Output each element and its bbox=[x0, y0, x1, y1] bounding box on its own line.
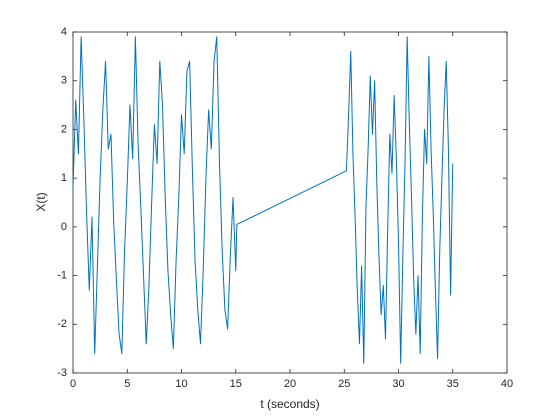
x-tick-label: 0 bbox=[70, 378, 76, 390]
x-tick-label: 10 bbox=[175, 378, 187, 390]
y-tick-label: -3 bbox=[57, 367, 67, 379]
y-tick-label: 0 bbox=[61, 221, 67, 233]
x-axis-label: t (seconds) bbox=[260, 397, 319, 411]
x-tick-label: 25 bbox=[338, 378, 350, 390]
x-tick-label: 20 bbox=[284, 378, 296, 390]
x-tick-label: 30 bbox=[392, 378, 404, 390]
plot-box bbox=[72, 31, 508, 374]
y-axis-label: X(t) bbox=[34, 192, 48, 211]
y-tick-label: 4 bbox=[61, 26, 67, 38]
data-line bbox=[72, 36, 454, 364]
x-tick-label: 40 bbox=[501, 378, 513, 390]
y-tick-label: -1 bbox=[57, 269, 67, 281]
y-tick-label: 2 bbox=[61, 123, 67, 135]
y-tick-label: 1 bbox=[61, 172, 67, 184]
y-tick-label: -2 bbox=[57, 318, 67, 330]
x-tick-label: 5 bbox=[124, 378, 130, 390]
y-tick-label: 3 bbox=[61, 75, 67, 87]
x-tick-label: 15 bbox=[230, 378, 242, 390]
x-tick-label: 35 bbox=[447, 378, 459, 390]
